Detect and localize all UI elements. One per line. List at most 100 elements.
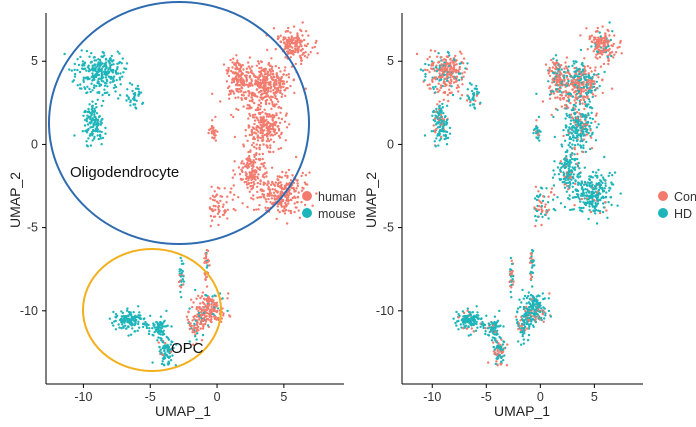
point-human bbox=[291, 50, 295, 53]
point-con bbox=[599, 41, 602, 45]
point-hd bbox=[531, 260, 534, 264]
point-con bbox=[596, 57, 599, 60]
point-human bbox=[249, 84, 252, 87]
point-hd bbox=[424, 72, 427, 76]
point-human bbox=[269, 95, 273, 98]
point-mouse bbox=[96, 120, 99, 123]
point-hd bbox=[464, 67, 467, 70]
point-human bbox=[264, 102, 268, 106]
point-hd bbox=[521, 335, 524, 338]
point-hd bbox=[570, 169, 574, 173]
point-human bbox=[292, 78, 296, 81]
point-human bbox=[200, 320, 203, 323]
point-hd bbox=[421, 69, 425, 72]
point-human bbox=[275, 217, 278, 221]
point-human bbox=[261, 117, 264, 120]
point-human bbox=[265, 140, 269, 143]
point-human bbox=[264, 182, 267, 185]
point-human bbox=[228, 85, 231, 88]
point-hd bbox=[511, 275, 515, 278]
point-mouse bbox=[110, 63, 113, 66]
point-hd bbox=[547, 80, 550, 83]
point-con bbox=[550, 113, 553, 117]
point-hd bbox=[533, 314, 536, 317]
point-con bbox=[613, 53, 616, 56]
point-human bbox=[258, 153, 261, 156]
point-human bbox=[195, 327, 199, 330]
point-con bbox=[580, 74, 583, 77]
point-mouse bbox=[194, 335, 197, 338]
point-hd bbox=[569, 122, 572, 126]
point-mouse bbox=[97, 122, 100, 125]
point-human bbox=[252, 127, 255, 130]
point-hd bbox=[452, 317, 455, 320]
point-hd bbox=[438, 110, 441, 113]
point-mouse bbox=[171, 354, 174, 357]
point-hd bbox=[541, 215, 544, 219]
point-mouse bbox=[91, 130, 94, 134]
point-hd bbox=[517, 323, 520, 327]
point-mouse bbox=[108, 62, 111, 65]
point-human bbox=[195, 323, 199, 327]
point-human bbox=[204, 304, 207, 307]
point-con bbox=[601, 78, 604, 81]
point-human bbox=[275, 197, 279, 200]
point-human bbox=[311, 46, 314, 49]
point-hd bbox=[596, 198, 599, 202]
point-con bbox=[458, 50, 462, 53]
point-human bbox=[211, 194, 215, 198]
point-con bbox=[540, 201, 543, 205]
point-con bbox=[452, 66, 455, 70]
point-con bbox=[438, 89, 441, 92]
point-hd bbox=[552, 207, 555, 211]
point-human bbox=[273, 105, 276, 108]
point-hd bbox=[522, 342, 525, 345]
point-human bbox=[256, 196, 259, 199]
point-con bbox=[579, 92, 582, 96]
point-hd bbox=[570, 178, 573, 181]
point-human bbox=[290, 65, 294, 68]
point-hd bbox=[606, 216, 609, 219]
point-mouse bbox=[166, 324, 169, 327]
point-human bbox=[274, 128, 277, 131]
point-con bbox=[574, 182, 577, 186]
point-con bbox=[594, 114, 598, 117]
point-hd bbox=[572, 173, 575, 176]
point-mouse bbox=[137, 314, 140, 317]
point-human bbox=[193, 330, 196, 334]
point-mouse bbox=[179, 256, 182, 260]
point-human bbox=[261, 157, 264, 161]
point-hd bbox=[585, 130, 588, 134]
point-human bbox=[270, 65, 274, 69]
point-con bbox=[587, 72, 590, 75]
point-hd bbox=[573, 76, 576, 79]
point-hd bbox=[523, 325, 527, 328]
point-hd bbox=[596, 50, 600, 54]
point-con bbox=[429, 49, 433, 52]
point-hd bbox=[444, 123, 448, 126]
point-hd bbox=[576, 75, 579, 78]
point-hd bbox=[588, 100, 591, 103]
point-hd bbox=[578, 72, 581, 75]
point-human bbox=[303, 44, 307, 47]
point-con bbox=[431, 63, 435, 67]
point-hd bbox=[540, 316, 543, 320]
point-human bbox=[214, 305, 218, 308]
point-con bbox=[608, 47, 611, 51]
point-human bbox=[262, 143, 265, 146]
point-mouse bbox=[94, 117, 98, 121]
point-human bbox=[294, 62, 297, 66]
point-human bbox=[287, 209, 290, 212]
point-hd bbox=[595, 183, 599, 186]
point-hd bbox=[583, 180, 587, 184]
point-human bbox=[270, 194, 274, 197]
point-hd bbox=[509, 256, 513, 260]
point-hd bbox=[472, 319, 475, 322]
point-mouse bbox=[180, 262, 184, 266]
point-hd bbox=[607, 189, 611, 192]
point-human bbox=[294, 155, 298, 159]
point-human bbox=[296, 182, 299, 185]
point-hd bbox=[522, 305, 526, 309]
point-mouse bbox=[136, 329, 139, 332]
point-mouse bbox=[151, 333, 154, 337]
